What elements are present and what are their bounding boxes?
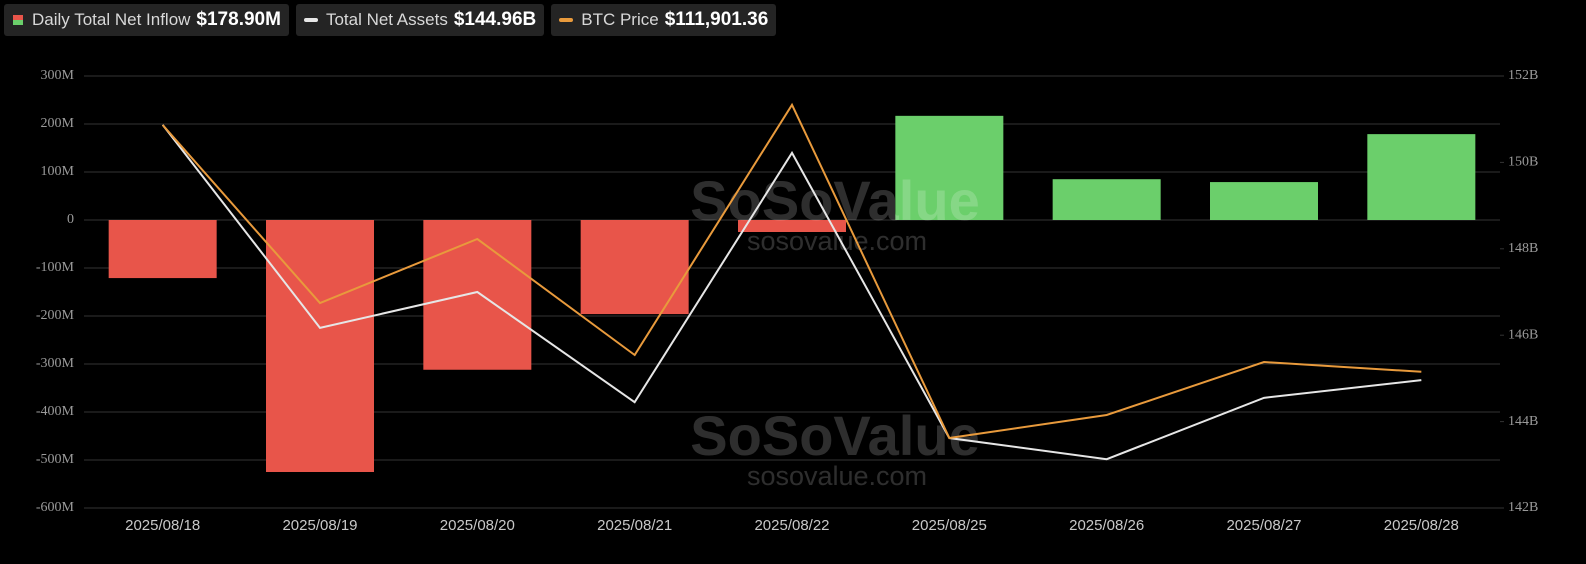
watermark-url: sosovalue.com — [747, 226, 927, 256]
watermark-url: sosovalue.com — [747, 461, 927, 491]
y-tick-label: -400M — [36, 404, 75, 419]
legend-label: Total Net Assets — [325, 10, 448, 29]
legend-value: $111,901.36 — [664, 9, 769, 30]
bar — [1367, 134, 1476, 220]
legend-icon — [559, 18, 574, 22]
legend-icon — [303, 18, 318, 22]
bar — [738, 220, 846, 232]
bar — [895, 115, 1004, 220]
y2-tick-label: 150B — [1508, 155, 1538, 170]
y2-tick-label: 148B — [1508, 241, 1538, 256]
y-tick-label: 0 — [67, 212, 74, 227]
legend-label: Daily Total Net Inflow — [32, 10, 191, 29]
y-tick-label: -200M — [36, 308, 75, 323]
x-tick-label: 2025/08/26 — [1069, 517, 1144, 534]
legend-item: Total Net Assets $144.96B — [295, 4, 545, 36]
x-tick-label: 2025/08/25 — [912, 517, 987, 534]
y2-tick-label: 146B — [1508, 327, 1538, 342]
x-tick-label: 2025/08/27 — [1226, 517, 1301, 534]
y-tick-label: 200M — [41, 116, 75, 131]
watermark: SoSoValue — [690, 169, 979, 232]
icon-part — [13, 20, 23, 25]
bar — [1052, 179, 1161, 220]
x-tick-label: 2025/08/21 — [597, 517, 672, 534]
legend-icon — [13, 15, 23, 25]
y-tick-label: -300M — [36, 356, 75, 371]
line — [161, 102, 1422, 440]
bar — [108, 220, 217, 279]
bar — [580, 220, 689, 315]
x-tick-label: 2025/08/20 — [440, 517, 515, 534]
y-tick-label: 100M — [41, 164, 75, 179]
y-tick-label: 300M — [41, 68, 75, 83]
bar — [1210, 182, 1318, 220]
y2-tick-label: 152B — [1508, 68, 1538, 83]
x-tick-label: 2025/08/22 — [754, 517, 829, 534]
bar — [423, 220, 532, 370]
y-tick-label: -600M — [36, 500, 75, 515]
legend-item: BTC Price $111,901.36 — [551, 4, 777, 36]
legend-value: $178.90M — [196, 9, 281, 30]
x-tick-label: 2025/08/19 — [282, 517, 357, 534]
x-tick-label: 2025/08/18 — [125, 517, 200, 534]
x-tick-label: 2025/08/28 — [1384, 517, 1459, 534]
y2-tick-label: 144B — [1508, 414, 1538, 429]
y-tick-label: -100M — [36, 260, 75, 275]
bar — [266, 220, 374, 472]
legend-value: $144.96B — [453, 9, 537, 30]
legend-item: Daily Total Net Inflow $178.90M — [4, 4, 289, 36]
legend: Daily Total Net Inflow $178.90M Total Ne… — [4, 4, 777, 36]
icon-part — [13, 15, 23, 20]
y-tick-label: -500M — [36, 452, 75, 467]
y2-tick-label: 142B — [1508, 500, 1538, 515]
legend-label: BTC Price — [581, 10, 659, 29]
watermark: SoSoValue — [690, 404, 979, 467]
line — [161, 124, 1422, 461]
